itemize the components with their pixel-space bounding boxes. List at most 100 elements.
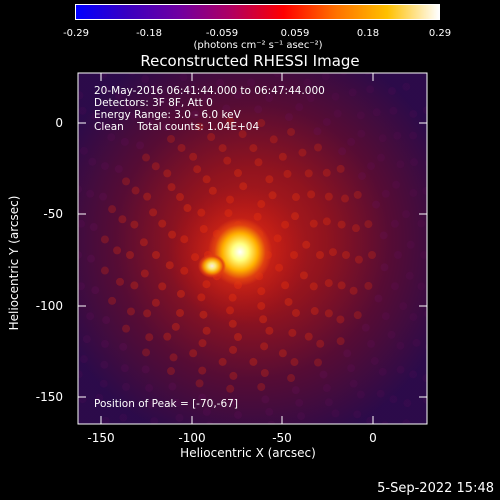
ripple-blob — [89, 222, 98, 231]
ripple-blob — [203, 487, 211, 495]
ripple-blob — [456, 287, 464, 295]
ripple-blob — [167, 367, 175, 376]
ripple-blob — [422, 374, 427, 383]
ripple-blob — [167, 134, 175, 143]
ripple-blob — [143, 471, 151, 479]
ripple-blob — [31, 313, 39, 321]
ripple-blob — [389, 106, 398, 115]
ripple-blob — [287, 374, 296, 383]
ripple-blob — [254, 158, 263, 167]
ripple-blob — [254, 105, 263, 114]
ripple-blob — [433, 248, 441, 256]
ripple-blob — [95, 393, 104, 402]
ripple-blob — [378, 367, 387, 376]
ripple-blob — [203, 15, 211, 23]
ripple-blob — [152, 251, 160, 259]
ripple-blob — [287, 127, 296, 136]
ripple-blob — [189, 152, 198, 161]
ripple-blob — [176, 308, 185, 317]
ripple-blob — [410, 158, 419, 167]
ripple-blob — [86, 312, 95, 321]
ripple-blob — [291, 308, 300, 317]
ripple-blob — [87, 254, 96, 263]
ripple-blob — [341, 194, 350, 203]
ripple-blob — [198, 393, 207, 402]
ripple-blob — [185, 84, 194, 93]
ripple-blob — [184, 32, 192, 40]
ripple-blob — [440, 132, 448, 140]
ripple-blob — [150, 84, 159, 93]
ripple-blob — [0, 220, 6, 228]
ripple-blob — [78, 309, 79, 313]
ripple-blob — [324, 192, 333, 201]
ripple-blob — [449, 317, 457, 325]
ripple-blob — [368, 251, 376, 259]
ripple-blob — [172, 398, 181, 407]
ripple-blob — [356, 390, 365, 399]
ripple-blob — [136, 141, 145, 150]
ripple-blob — [234, 411, 242, 419]
ripple-blob — [130, 112, 139, 121]
ripple-blob — [288, 328, 297, 337]
ripple-blob — [422, 106, 427, 115]
ripple-blob — [319, 370, 328, 379]
ripple-blob — [440, 370, 448, 378]
ripple-blob — [108, 296, 117, 305]
ripple-blob — [249, 144, 258, 153]
ripple-blob — [207, 133, 216, 142]
ripple-blob — [405, 271, 414, 280]
colorbar-units: (photons cm⁻² s⁻¹ asec⁻²) — [193, 40, 323, 51]
ripple-blob — [195, 379, 204, 388]
ripple-blob — [66, 419, 74, 427]
ripple-blob — [379, 231, 388, 240]
ripple-blob — [353, 311, 362, 320]
ripple-blob — [327, 427, 335, 435]
ripple-blob — [229, 397, 238, 406]
ripple-blob — [377, 153, 386, 162]
ripple-blob — [387, 330, 396, 339]
ripple-blob — [353, 457, 361, 465]
ripple-blob — [117, 443, 125, 451]
ripple-blob — [215, 27, 223, 35]
ripple-blob — [387, 86, 396, 95]
ripple-blob — [298, 148, 307, 157]
ripple-blob — [307, 190, 316, 199]
ripple-blob — [145, 384, 154, 393]
ripple-blob — [402, 419, 411, 424]
ripple-blob — [78, 282, 86, 291]
ripple-blob — [295, 103, 304, 112]
ripple-blob — [59, 132, 67, 140]
ripple-blob — [35, 254, 43, 262]
ripple-blob — [424, 309, 427, 318]
ripple-blob — [310, 307, 319, 316]
ripple-blob — [187, 44, 195, 52]
ripple-blob — [321, 73, 330, 81]
ripple-blob — [172, 481, 180, 489]
ripple-blob — [293, 61, 301, 69]
ripple-blob — [123, 101, 132, 110]
ripple-blob — [218, 357, 227, 366]
ripple-blob — [237, 476, 245, 484]
ripple-blob — [324, 279, 333, 288]
ripple-blob — [99, 73, 108, 79]
ripple-blob — [342, 251, 350, 259]
ripple-blob — [353, 45, 361, 53]
image-title: Reconstructed RHESSI Image — [140, 52, 360, 70]
ripple-blob — [61, 246, 69, 254]
ripple-blob — [38, 141, 46, 149]
ripple-blob — [49, 235, 57, 243]
ripple-blob — [218, 462, 226, 470]
ripple-blob — [120, 137, 129, 146]
ripple-blob — [107, 133, 116, 142]
ripple-blob — [349, 286, 358, 295]
ripple-blob — [145, 117, 154, 126]
ripple-blob — [278, 152, 287, 161]
ripple-blob — [464, 189, 472, 197]
ripple-blob — [218, 40, 226, 48]
ripple-blob — [101, 85, 110, 94]
ripple-blob — [261, 395, 270, 404]
ripple-blob — [313, 127, 322, 136]
ripple-blob — [146, 430, 154, 438]
ripple-blob — [21, 324, 29, 332]
ripple-blob — [151, 298, 160, 307]
